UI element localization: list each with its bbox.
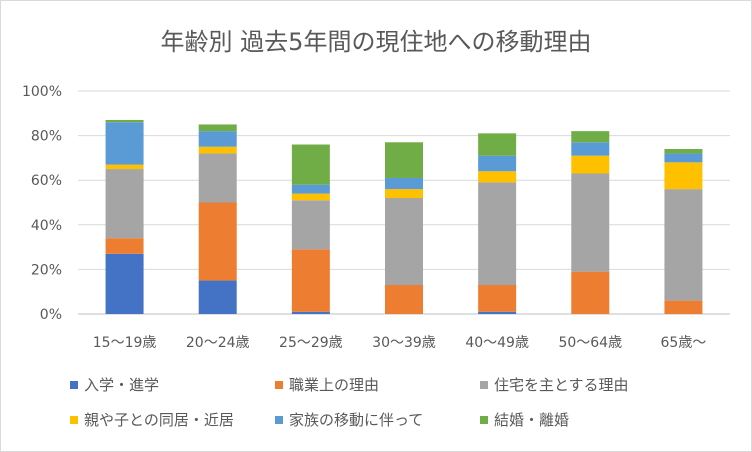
bar-segment — [478, 133, 517, 156]
bar-segment — [478, 285, 517, 312]
bar-segment — [385, 189, 423, 199]
y-tick-label: 100% — [22, 84, 62, 100]
legend-label: 住宅を主とする理由 — [494, 376, 629, 394]
bar-segment — [105, 164, 144, 170]
bar-segment — [291, 249, 330, 312]
bar-segment — [105, 119, 144, 123]
bar-segment — [385, 285, 423, 314]
bar-segment — [291, 311, 330, 314]
x-tick-label: 40～49歳 — [465, 335, 529, 351]
x-tick-label: 15～19歳 — [93, 335, 157, 351]
x-tick-label: 50～64歳 — [558, 335, 622, 351]
x-tick-label: 25～29歳 — [279, 335, 343, 351]
bar-segment — [664, 162, 703, 190]
bar-segment — [291, 144, 330, 185]
legend-item: 家族の移動に伴って — [275, 409, 480, 430]
bar-segment — [105, 238, 144, 254]
bar-segment — [291, 184, 330, 194]
x-tick-label: 65歳～ — [661, 335, 707, 351]
bar-segment — [105, 253, 144, 314]
legend-label: 親や子との同居・近居 — [84, 411, 234, 429]
legend-item: 職業上の理由 — [275, 374, 480, 395]
bar-segment — [571, 131, 610, 143]
legend-item: 住宅を主とする理由 — [480, 374, 710, 395]
bar-segment — [664, 153, 703, 163]
bar-segment — [198, 280, 237, 314]
legend-item: 親や子との同居・近居 — [70, 409, 275, 430]
bar-segment — [478, 155, 517, 172]
bar-segment — [385, 142, 423, 178]
bar-segment — [198, 124, 237, 132]
bar-segment — [571, 173, 610, 272]
y-tick-label: 0% — [40, 307, 62, 323]
bar-segment — [105, 122, 144, 165]
legend-label: 結婚・離婚 — [494, 411, 570, 429]
bar-segment — [198, 153, 237, 203]
bar-segment — [664, 189, 703, 301]
legend-swatch — [480, 380, 488, 389]
legend-label: 家族の移動に伴って — [289, 411, 424, 429]
legend-item: 結婚・離婚 — [480, 409, 710, 430]
x-tick-label: 30～39歳 — [372, 335, 436, 351]
bar-segment — [385, 177, 423, 190]
y-tick-label: 40% — [31, 218, 62, 234]
legend: 入学・進学 職業上の理由 住宅を主とする理由親や子との同居・近居 家族の移動に伴って 結… — [70, 374, 710, 430]
legend-swatch — [275, 415, 283, 424]
bar-segment — [198, 146, 237, 154]
y-tick-label: 20% — [31, 262, 62, 278]
legend-label: 入学・進学 — [84, 376, 160, 394]
bar-segment — [571, 155, 610, 174]
bar-segment — [664, 148, 703, 154]
y-tick-label: 60% — [31, 173, 62, 189]
legend-swatch — [70, 380, 78, 389]
bar-segment — [105, 169, 144, 239]
legend-label: 職業上の理由 — [289, 376, 380, 394]
bar-segment — [571, 271, 610, 314]
bar-segment — [664, 300, 703, 314]
bar-segment — [291, 193, 330, 201]
bar-segment — [478, 182, 517, 286]
bar-segment — [478, 171, 517, 183]
y-tick-label: 80% — [31, 129, 62, 145]
bar-segment — [291, 200, 330, 250]
chart-title: 年齢別 過去5年間の現住地への移動理由 — [160, 28, 592, 56]
legend-item: 入学・進学 — [70, 374, 275, 395]
bar-segment — [571, 142, 610, 156]
bar-segment — [198, 202, 237, 281]
legend-swatch — [70, 415, 78, 424]
x-tick-label: 20～24歳 — [186, 335, 250, 351]
legend-swatch — [480, 415, 488, 424]
legend-swatch — [275, 380, 283, 389]
bar-segment — [478, 311, 517, 314]
bar-segment — [385, 198, 423, 286]
bar-segment — [198, 131, 237, 147]
